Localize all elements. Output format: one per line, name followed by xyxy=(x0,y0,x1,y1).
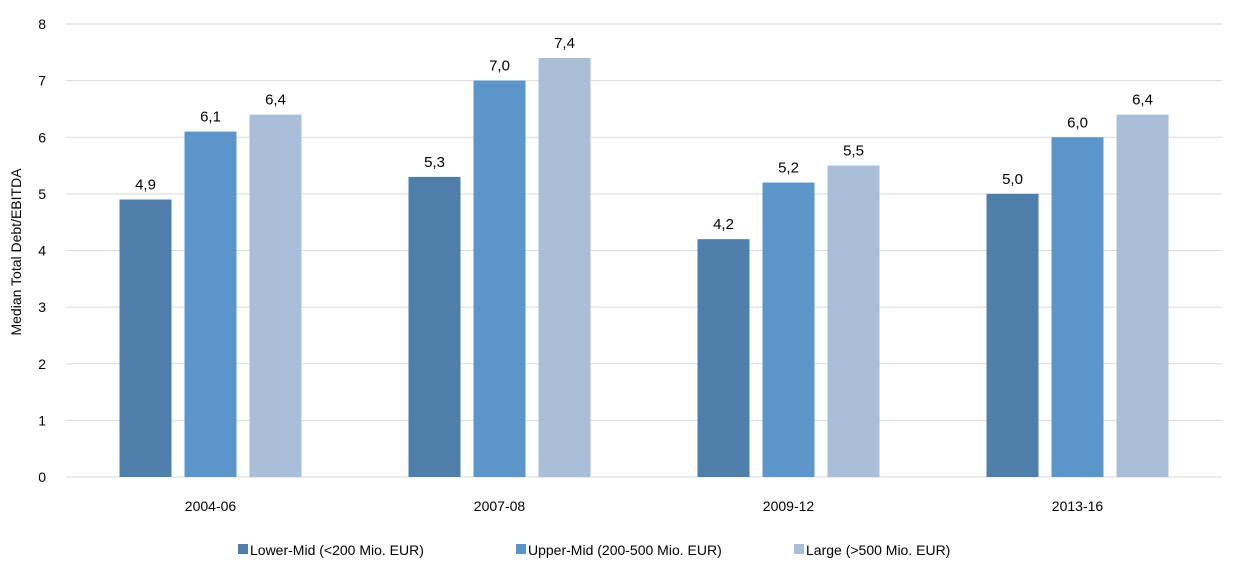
y-tick-label: 4 xyxy=(38,243,46,259)
bar xyxy=(986,193,1039,477)
bar xyxy=(827,165,880,477)
legend-swatch xyxy=(238,544,248,554)
data-label: 5,5 xyxy=(843,143,864,160)
legend: Lower-Mid (<200 Mio. EUR) Upper-Mid (200-… xyxy=(238,542,950,558)
bar xyxy=(1116,114,1169,477)
y-tick-label: 8 xyxy=(38,16,46,32)
bar xyxy=(119,199,172,477)
legend-label: Lower-Mid (<200 Mio. EUR) xyxy=(250,542,424,558)
data-labels: 4,9 6,1 6,4 5,3 7,0 7,4 4,2 5,2 5,5 5,0 6,0 6,4 xyxy=(135,35,1153,233)
y-tick-label: 2 xyxy=(38,356,46,372)
y-tick-label: 5 xyxy=(38,186,46,202)
y-axis-title: Median Total Debt/EBITDA xyxy=(8,168,24,336)
data-label: 5,0 xyxy=(1002,171,1023,188)
bar xyxy=(249,114,302,477)
legend-item: Large (>500 Mio. EUR) xyxy=(794,542,950,558)
data-label: 4,2 xyxy=(713,216,734,233)
y-tick-label: 6 xyxy=(38,129,46,145)
data-label: 6,4 xyxy=(265,92,286,109)
x-category-label: 2013-16 xyxy=(1052,498,1104,514)
legend-swatch xyxy=(516,544,526,554)
data-label: 6,0 xyxy=(1067,114,1088,131)
data-label: 7,0 xyxy=(489,58,510,75)
legend-item: Lower-Mid (<200 Mio. EUR) xyxy=(238,542,424,558)
data-label: 5,3 xyxy=(424,154,445,171)
bars xyxy=(119,57,1169,478)
data-label: 6,4 xyxy=(1132,92,1153,109)
grid-lines xyxy=(66,23,1222,478)
bar xyxy=(473,80,526,477)
data-label: 5,2 xyxy=(778,160,799,177)
y-tick-label: 3 xyxy=(38,299,46,315)
legend-label: Upper-Mid (200-500 Mio. EUR) xyxy=(528,542,722,558)
data-label: 4,9 xyxy=(135,177,156,194)
bar xyxy=(1051,137,1104,477)
legend-label: Large (>500 Mio. EUR) xyxy=(806,542,950,558)
y-tick-label: 1 xyxy=(38,412,46,428)
bar xyxy=(762,182,815,478)
bar xyxy=(538,57,591,477)
data-label: 6,1 xyxy=(200,109,221,126)
x-category-label: 2007-08 xyxy=(474,498,526,514)
y-tick-label: 0 xyxy=(38,469,46,485)
x-category-label: 2009-12 xyxy=(763,498,815,514)
bar xyxy=(408,176,461,477)
bar xyxy=(184,131,237,477)
bar xyxy=(697,239,750,477)
legend-swatch xyxy=(794,544,804,554)
y-axis-ticks: 0 1 2 3 4 5 6 7 8 xyxy=(38,16,46,485)
data-label: 7,4 xyxy=(554,35,575,52)
legend-item: Upper-Mid (200-500 Mio. EUR) xyxy=(516,542,722,558)
x-category-label: 2004-06 xyxy=(185,498,237,514)
x-axis-categories: 2004-06 2007-08 2009-12 2013-16 xyxy=(185,498,1104,514)
y-tick-label: 7 xyxy=(38,73,46,89)
